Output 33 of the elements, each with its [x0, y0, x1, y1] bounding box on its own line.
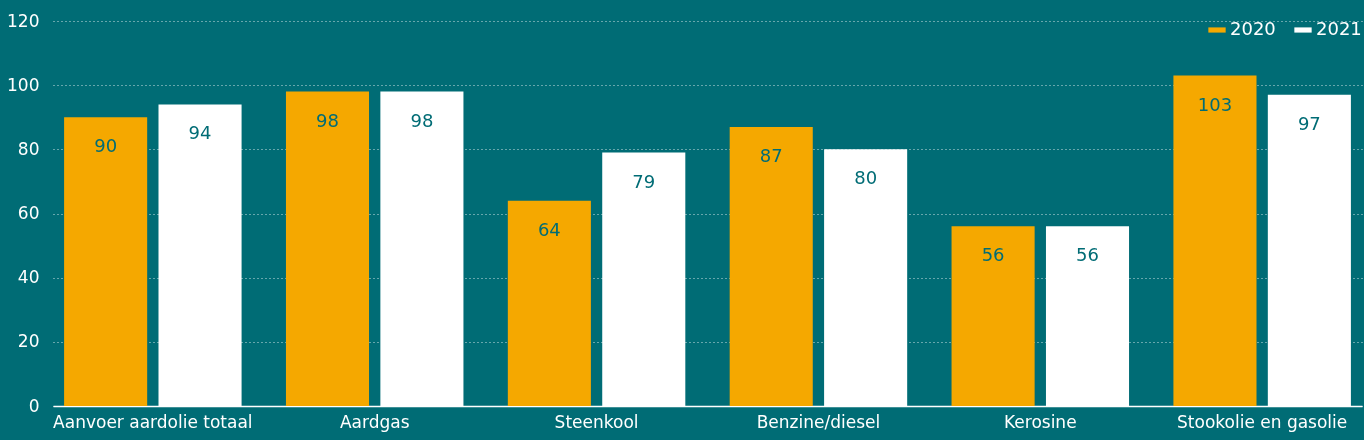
legend-label: 2021 — [1316, 18, 1362, 39]
y-tick-label: 60 — [17, 203, 40, 223]
y-tick-label: 0 — [28, 395, 40, 416]
bar — [729, 126, 813, 406]
data-label: 79 — [632, 170, 656, 192]
x-tick-label: Kerosine — [1004, 411, 1077, 432]
data-label: 90 — [94, 135, 118, 157]
data-label: 103 — [1197, 93, 1233, 115]
y-tick-label: 20 — [17, 331, 40, 352]
y-tick-label: 40 — [17, 267, 40, 288]
x-tick-label: Aanvoer aardolie totaal — [53, 411, 253, 432]
data-label: 98 — [410, 109, 434, 131]
x-tick-label: Stookolie en gasolie — [1177, 411, 1348, 432]
data-label: 94 — [188, 122, 212, 144]
y-tick-label: 80 — [17, 138, 40, 159]
bar — [1173, 75, 1257, 406]
bar — [285, 91, 370, 406]
data-label: 97 — [1297, 112, 1321, 134]
x-tick-label: Benzine/diesel — [756, 411, 881, 432]
data-label: 98 — [316, 109, 339, 131]
data-label: 56 — [981, 244, 1005, 266]
bar — [507, 200, 591, 406]
bar — [64, 117, 148, 406]
y-tick-label: 120 — [7, 10, 40, 31]
data-label: 87 — [759, 144, 783, 166]
data-label: 64 — [537, 218, 561, 240]
y-tick-label: 100 — [7, 74, 40, 95]
x-tick-label: Aardgas — [339, 411, 410, 432]
x-tick-label: Steenkool — [554, 411, 639, 432]
bar — [951, 226, 1035, 406]
data-label: 56 — [1076, 244, 1099, 266]
legend-label: 2020 — [1230, 18, 1276, 39]
data-label: 80 — [854, 167, 878, 189]
